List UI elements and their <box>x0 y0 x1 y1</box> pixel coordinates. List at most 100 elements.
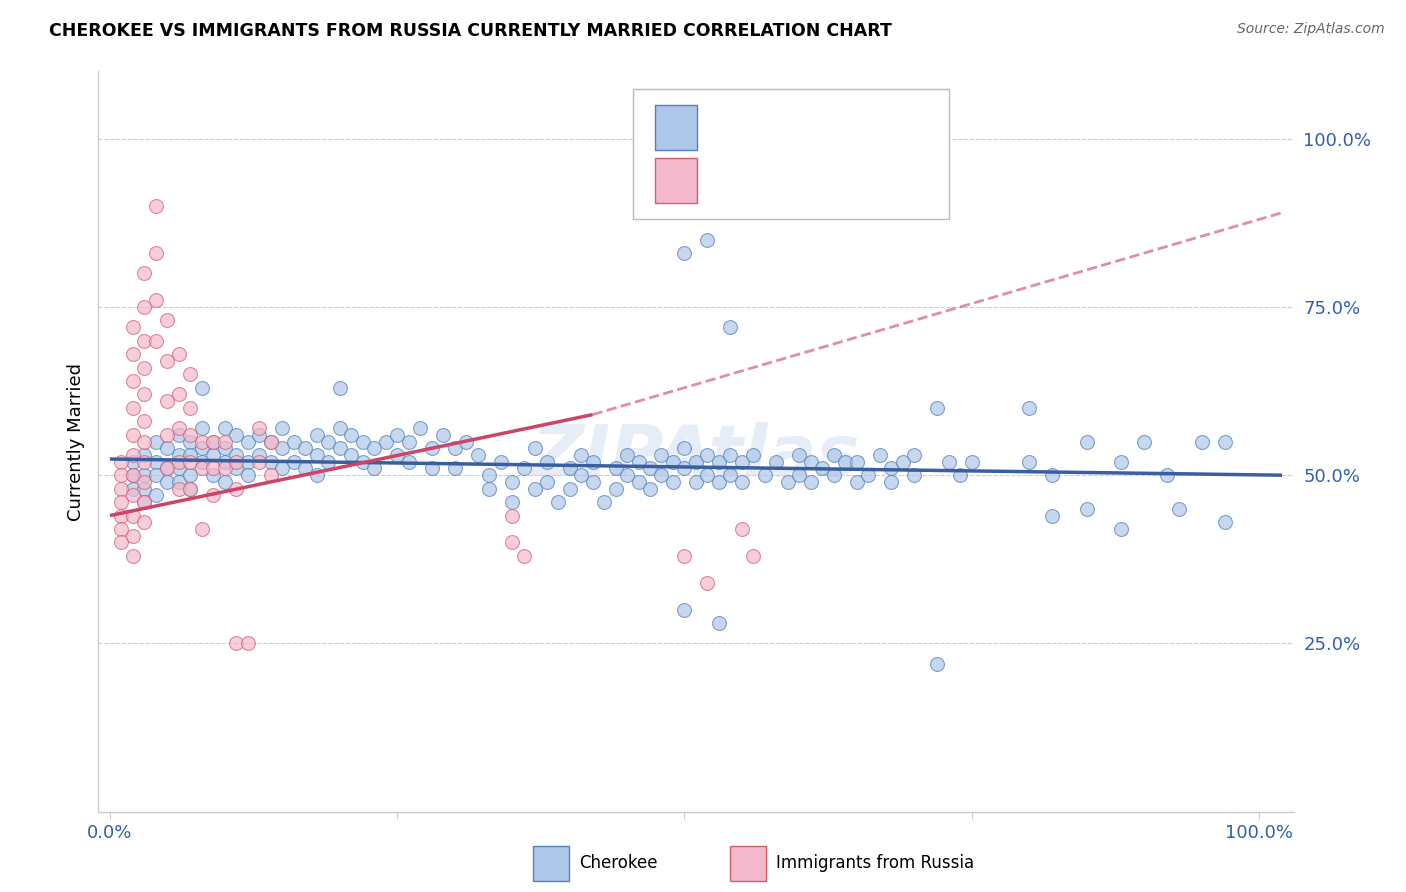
Point <box>352 455 374 469</box>
Point <box>1167 501 1189 516</box>
Point <box>134 516 156 530</box>
Point <box>236 455 259 469</box>
Point <box>363 442 385 456</box>
Point <box>789 468 811 483</box>
Point <box>558 461 581 475</box>
Point <box>134 387 156 401</box>
Point <box>225 427 247 442</box>
Point <box>696 233 718 247</box>
Point <box>134 334 156 348</box>
Point <box>1213 434 1236 449</box>
Point <box>742 448 765 462</box>
Point <box>225 448 247 462</box>
Point <box>156 313 179 327</box>
Point <box>134 482 156 496</box>
Point <box>616 448 638 462</box>
Point <box>260 468 283 483</box>
Point <box>202 468 225 483</box>
Point <box>225 461 247 475</box>
Point <box>167 387 190 401</box>
Point <box>179 427 201 442</box>
Point <box>283 455 305 469</box>
Point <box>569 448 592 462</box>
Point <box>685 475 707 489</box>
Point <box>650 468 672 483</box>
Point <box>110 482 132 496</box>
Point <box>225 636 247 650</box>
Point <box>696 468 718 483</box>
Point <box>673 549 696 563</box>
Point <box>122 374 145 388</box>
Point <box>776 475 799 489</box>
Point <box>432 427 454 442</box>
Point <box>1076 501 1098 516</box>
Point <box>329 381 352 395</box>
Point <box>1156 468 1178 483</box>
Point <box>156 461 179 475</box>
Point <box>696 575 718 590</box>
Point <box>156 394 179 409</box>
Point <box>305 468 328 483</box>
Point <box>167 475 190 489</box>
Point <box>1133 434 1156 449</box>
Point <box>627 475 650 489</box>
Point <box>179 448 201 462</box>
Point <box>110 455 132 469</box>
Point <box>167 461 190 475</box>
Point <box>122 488 145 502</box>
Point <box>214 421 236 435</box>
Point <box>616 468 638 483</box>
Point <box>122 482 145 496</box>
Point <box>960 455 983 469</box>
Point <box>696 448 718 462</box>
Point <box>845 455 868 469</box>
Point <box>638 482 661 496</box>
Point <box>385 427 409 442</box>
Point <box>156 353 179 368</box>
Point <box>329 421 352 435</box>
Point <box>662 475 685 489</box>
Point <box>260 455 283 469</box>
Point <box>420 442 443 456</box>
Point <box>316 455 339 469</box>
Point <box>501 495 523 509</box>
Point <box>673 442 696 456</box>
Point <box>179 434 201 449</box>
Point <box>340 448 363 462</box>
Point <box>420 461 443 475</box>
Point <box>707 616 730 631</box>
Point <box>122 448 145 462</box>
Point <box>605 482 627 496</box>
Point <box>110 522 132 536</box>
Point <box>754 468 776 483</box>
Point <box>1076 434 1098 449</box>
Point <box>134 434 156 449</box>
Point <box>294 461 316 475</box>
Point <box>260 434 283 449</box>
Point <box>214 434 236 449</box>
Point <box>385 448 409 462</box>
Point <box>191 461 214 475</box>
Point <box>134 455 156 469</box>
Point <box>134 300 156 314</box>
Point <box>927 657 949 671</box>
Point <box>156 427 179 442</box>
Point <box>938 455 960 469</box>
Point <box>145 293 167 308</box>
Point <box>134 475 156 489</box>
Point <box>581 455 603 469</box>
Point <box>179 368 201 382</box>
Point <box>707 455 730 469</box>
Point <box>191 421 214 435</box>
Point <box>720 468 742 483</box>
Point <box>742 549 765 563</box>
Point <box>305 448 328 462</box>
Point <box>271 421 294 435</box>
Point <box>134 468 156 483</box>
Point <box>225 455 247 469</box>
Point <box>731 455 754 469</box>
Text: Source: ZipAtlas.com: Source: ZipAtlas.com <box>1237 22 1385 37</box>
Point <box>903 468 925 483</box>
Point <box>731 475 754 489</box>
Point <box>627 455 650 469</box>
